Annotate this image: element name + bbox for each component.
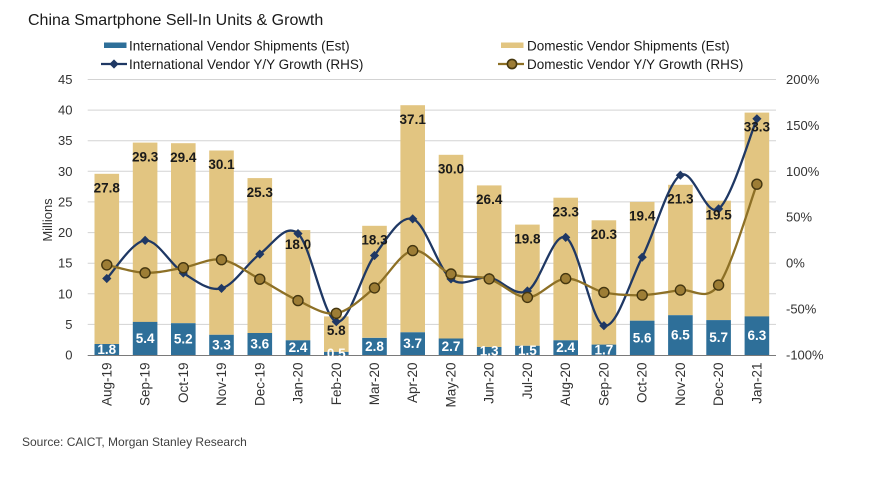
svg-text:Sep-20: Sep-20 <box>596 363 611 407</box>
svg-text:International Vendor Y/Y Growt: International Vendor Y/Y Growth (RHS) <box>129 57 363 72</box>
svg-text:30: 30 <box>58 164 72 179</box>
svg-text:100%: 100% <box>786 164 820 179</box>
svg-text:Dec-19: Dec-19 <box>252 363 267 407</box>
svg-text:1.7: 1.7 <box>595 342 614 357</box>
svg-text:200%: 200% <box>786 72 820 87</box>
svg-text:6.5: 6.5 <box>671 328 690 343</box>
svg-text:5.2: 5.2 <box>174 332 193 347</box>
svg-text:45: 45 <box>58 72 72 87</box>
svg-text:19.8: 19.8 <box>514 231 541 246</box>
svg-text:21.3: 21.3 <box>667 192 694 207</box>
svg-text:5.6: 5.6 <box>633 330 652 345</box>
svg-text:2.4: 2.4 <box>556 340 575 355</box>
svg-text:29.3: 29.3 <box>132 149 159 164</box>
svg-text:33.3: 33.3 <box>744 119 771 134</box>
svg-text:1.8: 1.8 <box>97 342 116 357</box>
svg-text:5: 5 <box>65 317 72 332</box>
svg-text:0.5: 0.5 <box>327 346 346 361</box>
svg-text:23.3: 23.3 <box>553 204 580 219</box>
svg-text:May-20: May-20 <box>444 363 459 408</box>
svg-text:29.4: 29.4 <box>170 150 197 165</box>
svg-text:Nov-20: Nov-20 <box>673 363 688 407</box>
svg-text:10: 10 <box>58 286 72 301</box>
svg-text:-100%: -100% <box>786 348 824 363</box>
svg-text:19.5: 19.5 <box>705 207 732 222</box>
svg-text:Dec-20: Dec-20 <box>711 363 726 407</box>
svg-text:Sep-19: Sep-19 <box>138 363 153 407</box>
svg-text:15: 15 <box>58 256 72 271</box>
svg-text:26.4: 26.4 <box>476 192 503 207</box>
svg-text:Source: CAICT, Morgan Stanley: Source: CAICT, Morgan Stanley Research <box>22 435 247 449</box>
svg-text:-50%: -50% <box>786 302 817 317</box>
svg-text:Millions: Millions <box>40 198 55 242</box>
svg-text:30.0: 30.0 <box>438 162 464 177</box>
svg-text:3.6: 3.6 <box>250 337 269 352</box>
svg-text:50%: 50% <box>786 210 812 225</box>
svg-text:Oct-19: Oct-19 <box>176 363 191 404</box>
svg-text:37.1: 37.1 <box>400 112 427 127</box>
svg-text:18.0: 18.0 <box>285 237 311 252</box>
svg-text:2.8: 2.8 <box>365 339 384 354</box>
svg-text:35: 35 <box>58 133 72 148</box>
svg-text:Domestic Vendor Shipments (Est: Domestic Vendor Shipments (Est) <box>527 39 730 54</box>
svg-text:3.3: 3.3 <box>212 337 231 352</box>
svg-text:Aug-19: Aug-19 <box>99 363 114 407</box>
svg-text:Jan-20: Jan-20 <box>291 363 306 404</box>
svg-text:20: 20 <box>58 225 72 240</box>
svg-text:25.3: 25.3 <box>247 185 274 200</box>
svg-text:China Smartphone Sell-In Units: China Smartphone Sell-In Units & Growth <box>28 12 323 29</box>
svg-text:40: 40 <box>58 103 72 118</box>
svg-text:0: 0 <box>65 348 72 363</box>
svg-text:0%: 0% <box>786 256 805 271</box>
svg-text:6.3: 6.3 <box>748 328 767 343</box>
svg-text:30.1: 30.1 <box>208 157 235 172</box>
svg-text:2.7: 2.7 <box>442 339 461 354</box>
svg-text:3.7: 3.7 <box>403 336 422 351</box>
svg-text:18.3: 18.3 <box>361 233 388 248</box>
svg-text:20.3: 20.3 <box>591 227 618 242</box>
svg-text:Jun-20: Jun-20 <box>482 363 497 404</box>
svg-text:1.5: 1.5 <box>518 343 537 358</box>
svg-text:2.4: 2.4 <box>289 340 308 355</box>
svg-text:1.3: 1.3 <box>480 344 499 359</box>
svg-text:Jul-20: Jul-20 <box>520 363 535 400</box>
svg-text:Domestic Vendor Y/Y Growth (RH: Domestic Vendor Y/Y Growth (RHS) <box>527 57 743 72</box>
svg-text:5.7: 5.7 <box>709 330 728 345</box>
svg-text:Mar-20: Mar-20 <box>367 363 382 406</box>
svg-text:5.8: 5.8 <box>327 323 346 338</box>
svg-text:Aug-20: Aug-20 <box>558 363 573 407</box>
svg-text:Apr-20: Apr-20 <box>405 363 420 404</box>
svg-text:Feb-20: Feb-20 <box>329 363 344 406</box>
svg-text:150%: 150% <box>786 118 820 133</box>
svg-text:25: 25 <box>58 194 72 209</box>
svg-text:5.4: 5.4 <box>136 331 155 346</box>
svg-text:International Vendor Shipments: International Vendor Shipments (Est) <box>129 39 350 54</box>
svg-text:Nov-19: Nov-19 <box>214 363 229 407</box>
svg-text:27.8: 27.8 <box>94 181 121 196</box>
svg-text:Oct-20: Oct-20 <box>635 363 650 404</box>
svg-text:Jan-21: Jan-21 <box>749 363 764 404</box>
svg-text:19.4: 19.4 <box>629 209 656 224</box>
